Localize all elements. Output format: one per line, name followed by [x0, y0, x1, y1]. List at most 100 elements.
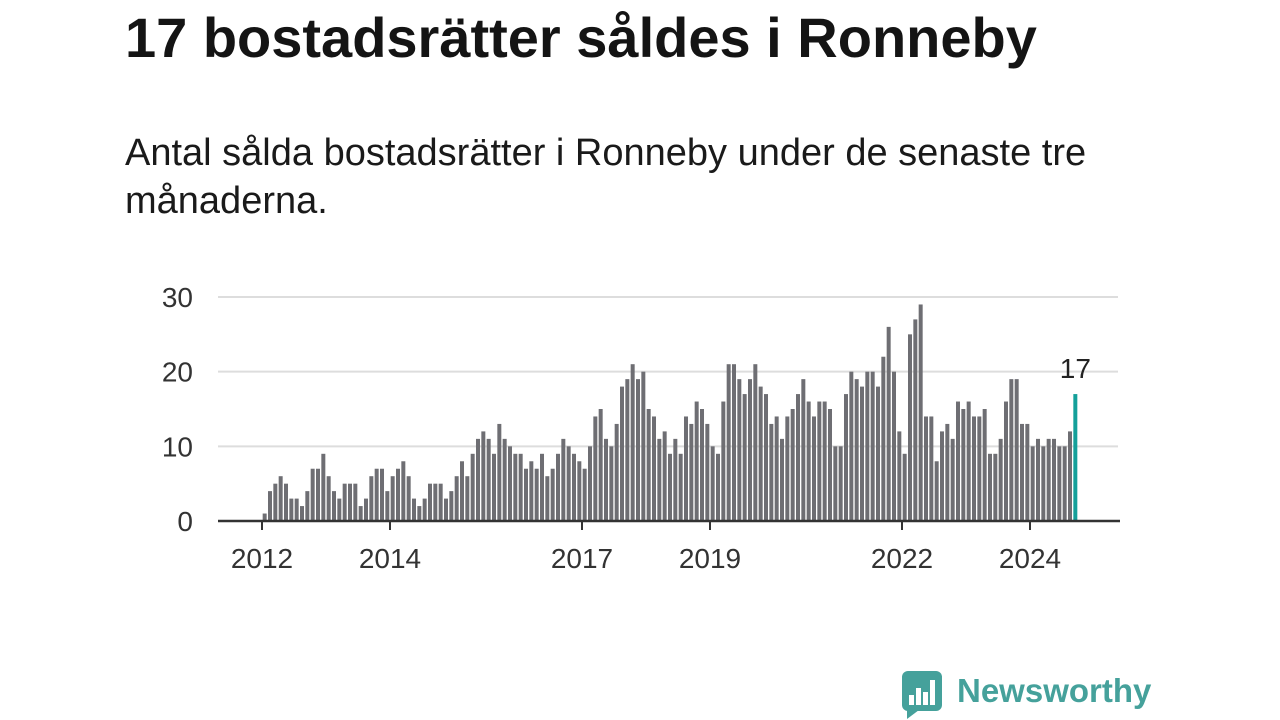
bar — [401, 461, 406, 521]
bar — [625, 379, 630, 521]
bar — [934, 461, 939, 521]
bar — [454, 476, 459, 521]
bar — [358, 506, 363, 521]
bar — [844, 394, 848, 521]
bar — [710, 446, 715, 521]
bar — [678, 453, 683, 521]
bar — [838, 446, 843, 521]
bar — [1036, 438, 1040, 521]
bar — [572, 453, 576, 521]
bar — [593, 416, 598, 521]
bar — [940, 431, 944, 521]
bar — [262, 513, 267, 521]
highlight-label: 17 — [1060, 353, 1091, 384]
bar — [380, 468, 384, 521]
bar — [502, 438, 507, 521]
bar — [582, 468, 587, 521]
bar — [465, 476, 470, 521]
bar — [561, 438, 566, 521]
bar — [982, 409, 987, 521]
bar — [972, 416, 976, 521]
y-tick-label: 0 — [177, 506, 193, 537]
bar — [945, 423, 950, 521]
x-tick-label: 2012 — [231, 543, 293, 574]
bar — [657, 438, 662, 521]
y-tick-label: 10 — [162, 431, 193, 462]
bar — [721, 401, 726, 521]
bar — [1052, 438, 1056, 521]
bar — [332, 491, 336, 521]
y-tick-label: 20 — [162, 357, 193, 388]
bar — [566, 446, 571, 521]
bar — [684, 416, 688, 521]
bar — [1057, 446, 1062, 521]
bar — [1025, 423, 1030, 521]
bar — [422, 498, 427, 521]
bar — [897, 431, 902, 521]
bar — [604, 438, 608, 521]
bar — [449, 491, 454, 521]
bar — [481, 431, 486, 521]
bar — [780, 438, 784, 521]
bar — [342, 483, 347, 521]
bar — [556, 453, 560, 521]
bar — [918, 304, 923, 521]
bar — [326, 476, 331, 521]
bar — [289, 498, 294, 521]
bar — [513, 453, 518, 521]
bar — [492, 453, 496, 521]
bar — [716, 453, 720, 521]
bar — [284, 483, 288, 521]
bar — [641, 371, 646, 521]
bar — [476, 438, 480, 521]
bar — [630, 364, 635, 521]
bar — [956, 401, 960, 521]
chart-subtitle: Antal sålda bostadsrätter i Ronneby unde… — [125, 132, 1087, 222]
bar — [886, 326, 891, 521]
bar — [742, 394, 747, 521]
bar — [529, 461, 534, 521]
bar — [1046, 438, 1051, 521]
bar — [636, 379, 640, 521]
chart-title: 17 bostadsrätter såldes i Ronneby — [125, 6, 1037, 69]
bar — [620, 386, 624, 521]
bar — [614, 423, 619, 521]
bar — [694, 401, 699, 521]
bar — [550, 468, 555, 521]
x-tick-label: 2014 — [359, 543, 421, 574]
bar — [705, 423, 710, 521]
bar — [668, 453, 672, 521]
bar — [348, 483, 352, 521]
bar — [806, 401, 811, 521]
bar — [300, 506, 304, 521]
newsworthy-logo: Newsworthy — [902, 671, 1162, 719]
bar — [828, 409, 832, 521]
bar — [924, 416, 928, 521]
bar — [321, 453, 326, 521]
bar — [758, 386, 763, 521]
bar — [1014, 379, 1019, 521]
bar — [796, 394, 800, 521]
bar — [1041, 446, 1046, 521]
bar — [833, 446, 838, 521]
bar — [822, 401, 827, 521]
x-tick-label: 2022 — [871, 543, 933, 574]
bar — [273, 483, 278, 521]
bar — [689, 423, 694, 521]
bar — [305, 491, 310, 521]
bar — [737, 379, 742, 521]
chart-bubble-icon — [902, 671, 942, 719]
bar — [518, 453, 523, 521]
bar — [854, 379, 859, 521]
bar — [390, 476, 395, 521]
bar — [598, 409, 603, 521]
bar — [433, 483, 438, 521]
bar — [497, 423, 502, 521]
bar — [412, 498, 416, 521]
bar — [540, 453, 544, 521]
bar — [652, 416, 656, 521]
bar — [353, 483, 358, 521]
bar — [577, 461, 582, 521]
y-tick-label: 30 — [162, 282, 193, 313]
bar — [385, 491, 390, 521]
